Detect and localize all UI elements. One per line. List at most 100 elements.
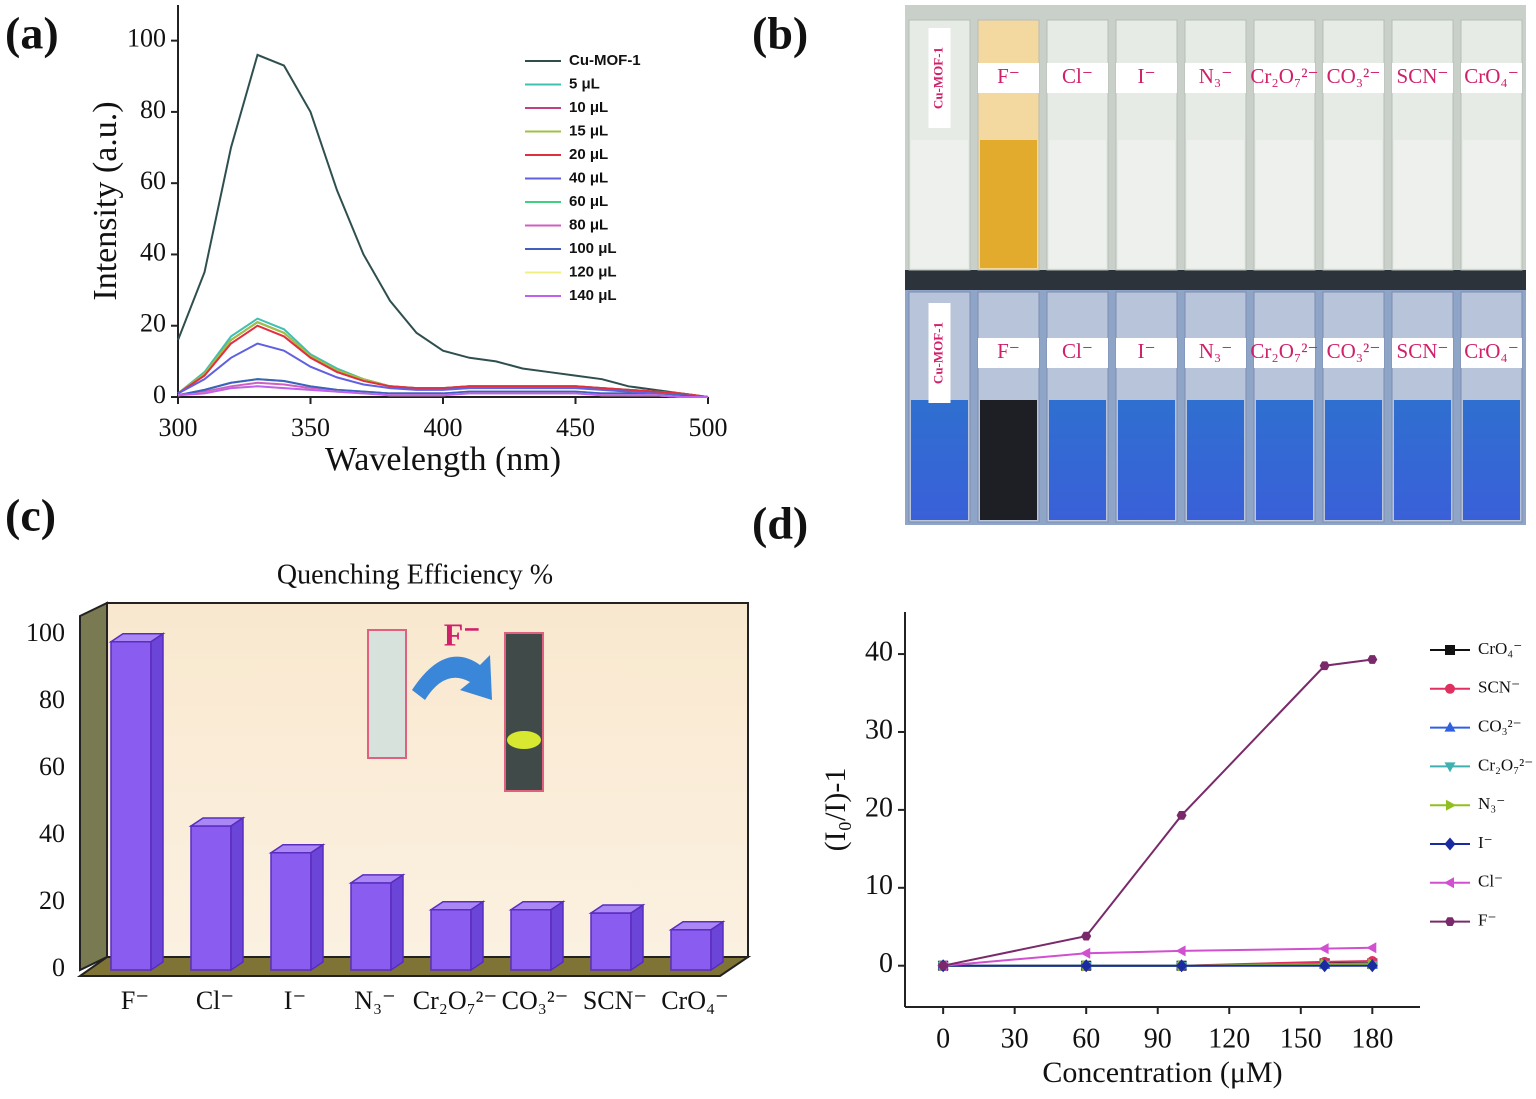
bar-side <box>470 900 484 972</box>
vial-label: I⁻ <box>1137 339 1155 363</box>
vial-top-liquid <box>1325 140 1382 268</box>
vial-top-liquid <box>911 140 968 268</box>
legend-label: Cu-MOF-1 <box>569 52 641 69</box>
vial-bottom-liquid <box>1049 400 1106 520</box>
legend-label: 100 μL <box>569 240 617 257</box>
data-point <box>1175 945 1186 957</box>
data-point <box>1080 947 1091 959</box>
vial-label: I⁻ <box>1137 64 1155 88</box>
x-tick-label: 60 <box>1072 1023 1100 1054</box>
series-line <box>177 378 709 398</box>
bar <box>350 882 392 971</box>
data-point <box>938 961 949 971</box>
vial-top-liquid <box>1118 140 1175 268</box>
vial-bottom-liquid <box>1256 400 1313 520</box>
legend-label: 140 μL <box>569 287 617 304</box>
data-point <box>1319 959 1331 973</box>
data-point <box>1319 661 1330 671</box>
bar-side <box>630 903 644 972</box>
y-tick-label: 20 <box>140 309 166 338</box>
vial-label: N₃⁻ <box>1199 64 1233 88</box>
x-axis-label: Wavelength (nm) <box>325 441 561 478</box>
legend-label: N₃⁻ <box>1478 794 1505 813</box>
y-tick-label: 80 <box>140 95 166 124</box>
x-tick-label: 400 <box>424 413 463 442</box>
data-point <box>1080 959 1092 973</box>
bar-side <box>150 632 164 972</box>
vial-top-liquid <box>1394 140 1451 268</box>
x-tick-label: Cl⁻ <box>196 986 234 1015</box>
legend-label: F⁻ <box>1478 911 1496 930</box>
y-tick-label: 40 <box>865 636 893 667</box>
legend-marker <box>1444 837 1456 851</box>
vial-bottom-liquid <box>1394 400 1451 520</box>
vial-label: F⁻ <box>997 339 1020 363</box>
y-axis-label: Intensity (a.u.) <box>87 101 124 300</box>
legend-label: Cl⁻ <box>1478 872 1503 891</box>
x-axis-label: Concentration (μM) <box>1042 1056 1282 1089</box>
vial-label: SCN⁻ <box>1397 339 1449 363</box>
legend-label: 120 μL <box>569 263 617 280</box>
x-tick-label: 500 <box>689 413 728 442</box>
vial-label-bg <box>1047 338 1108 368</box>
x-tick-label: 300 <box>159 413 198 442</box>
vial-bottom-liquid <box>980 400 1037 520</box>
legend-label: 60 μL <box>569 193 608 210</box>
inset-arrow <box>412 655 492 700</box>
legend-marker <box>1445 683 1455 694</box>
panel-label: (b) <box>752 8 808 59</box>
bar-side <box>310 843 324 972</box>
vial-label-bg <box>1185 338 1246 368</box>
vial-label-bg <box>1185 63 1246 93</box>
vial-label-bg <box>1047 63 1108 93</box>
y-tick-label: 0 <box>52 953 65 982</box>
y-tick-label: 20 <box>865 792 893 823</box>
legend-marker <box>1444 762 1456 773</box>
data-point <box>1367 655 1378 664</box>
series-line <box>177 324 709 398</box>
legend-marker <box>1444 877 1454 889</box>
series-line <box>177 53 709 398</box>
series-line <box>177 317 709 398</box>
vial-bottom-liquid <box>1187 400 1244 520</box>
legend-label: 80 μL <box>569 216 608 233</box>
legend-label: CrO₄⁻ <box>1478 639 1522 658</box>
y-tick-label: 40 <box>140 237 166 266</box>
bar <box>270 852 312 971</box>
series-line <box>177 342 709 398</box>
bar <box>190 825 232 971</box>
inset-vial-before <box>367 629 407 759</box>
side-wall <box>79 601 108 972</box>
vial-label-bg <box>1116 63 1177 93</box>
x-tick-label: 120 <box>1208 1023 1250 1054</box>
series-line <box>177 385 708 398</box>
vial-label: Cu-MOF-1 <box>930 47 945 109</box>
vial-top-liquid <box>1463 140 1520 268</box>
bar-side <box>710 920 724 972</box>
y-tick-label: 100 <box>127 24 166 53</box>
inset-vial-after <box>504 632 544 792</box>
vial-label-bg <box>978 63 1039 93</box>
vial-label-bg <box>1323 338 1384 368</box>
inset-annotation: F⁻ <box>444 616 480 652</box>
vial-label: CO₃²⁻ <box>1327 339 1381 363</box>
vial-bottom-liquid <box>1325 400 1382 520</box>
vial-label: CrO₄⁻ <box>1464 64 1519 88</box>
vial-top-liquid <box>980 140 1037 268</box>
series-line <box>942 658 1373 967</box>
x-tick-label: 180 <box>1351 1023 1393 1054</box>
data-point <box>1366 942 1377 954</box>
vial-label-bg <box>928 28 951 128</box>
legend-label: 5 μL <box>569 75 600 92</box>
data-point <box>1176 810 1187 820</box>
x-tick-label: 0 <box>936 1023 950 1054</box>
panel-label: (a) <box>5 8 59 59</box>
vial-label-bg <box>1254 338 1315 368</box>
y-tick-label: 100 <box>26 618 65 647</box>
y-tick-label: 10 <box>865 870 893 901</box>
legend-label: 15 μL <box>569 122 608 139</box>
inset-vial-band <box>507 731 541 749</box>
x-tick-label: CrO₄⁻ <box>661 986 729 1015</box>
bar <box>430 908 472 971</box>
